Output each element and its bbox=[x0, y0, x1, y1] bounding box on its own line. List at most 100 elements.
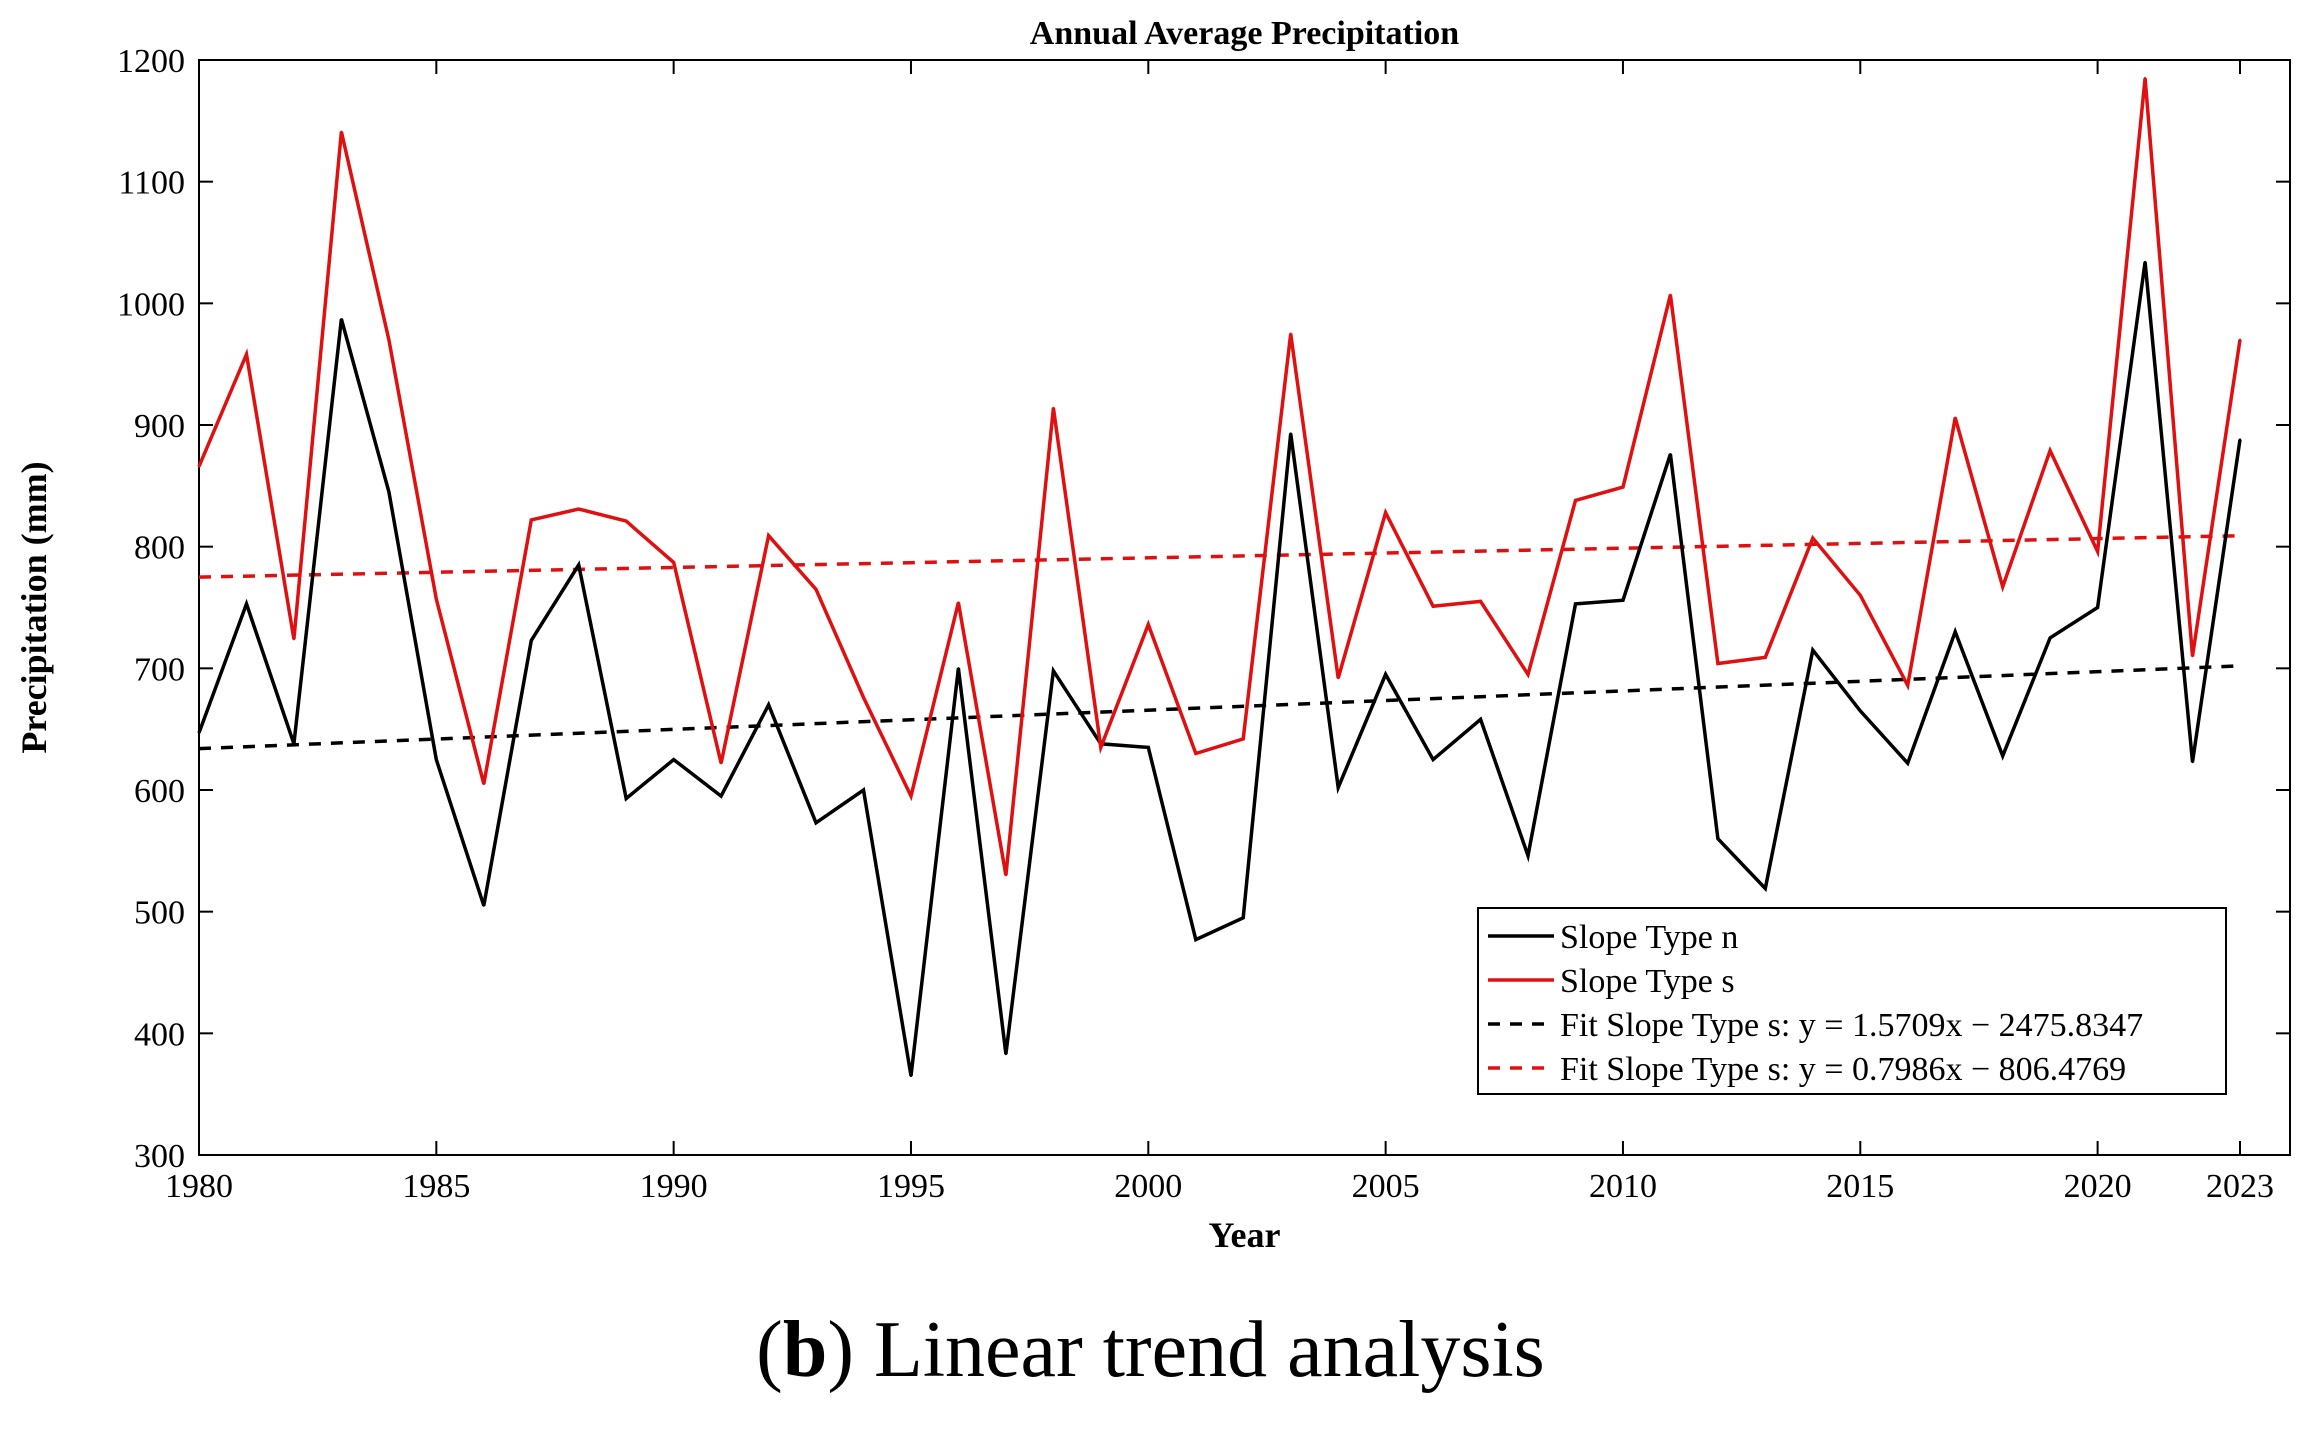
data-point bbox=[672, 758, 675, 761]
data-point bbox=[624, 797, 628, 800]
series-line-1 bbox=[197, 261, 2242, 1077]
data-point bbox=[340, 317, 343, 321]
x-tick-label: 2010 bbox=[1589, 1168, 1657, 1205]
y-tick-label: 1000 bbox=[117, 286, 185, 323]
data-point bbox=[530, 639, 533, 642]
fit-line-2 bbox=[198, 533, 2241, 579]
fit-line-1 bbox=[198, 664, 2241, 751]
data-point bbox=[482, 904, 485, 907]
x-tick-label: 2023 bbox=[2206, 1168, 2274, 1205]
data-point bbox=[1526, 673, 1530, 676]
data-point bbox=[387, 490, 391, 494]
data-point bbox=[719, 762, 723, 765]
data-point bbox=[2048, 636, 2052, 640]
data-point bbox=[2191, 654, 2194, 658]
y-tick-label: 800 bbox=[134, 530, 185, 567]
data-point bbox=[1621, 485, 1625, 489]
data-point bbox=[1384, 673, 1387, 676]
data-point bbox=[1764, 887, 1767, 890]
caption-text: ) Linear trend analysis bbox=[827, 1306, 1545, 1394]
legend: Slope Type n Slope Type s Fit Slope Type s… bbox=[1477, 907, 2227, 1095]
series-line-2 bbox=[197, 78, 2242, 876]
data-point bbox=[1716, 837, 1720, 840]
y-tick-label: 1200 bbox=[117, 43, 185, 80]
data-point bbox=[1574, 602, 1577, 606]
data-point bbox=[909, 794, 913, 798]
data-point bbox=[1194, 752, 1197, 755]
x-tick-label: 1995 bbox=[877, 1168, 945, 1205]
data-point bbox=[2048, 449, 2052, 452]
data-point bbox=[1052, 406, 1055, 410]
x-tick-label: 1990 bbox=[640, 1168, 708, 1205]
data-point bbox=[1716, 662, 1720, 665]
data-point bbox=[1431, 605, 1435, 608]
data-point bbox=[1621, 599, 1625, 602]
data-point bbox=[530, 518, 533, 522]
data-point bbox=[577, 507, 580, 511]
data-point bbox=[2096, 550, 2099, 553]
plot-frame bbox=[198, 59, 2291, 1156]
data-point bbox=[1052, 669, 1055, 672]
x-tick-label: 1985 bbox=[402, 1168, 470, 1205]
data-point bbox=[1147, 746, 1150, 749]
x-tick-label: 1980 bbox=[165, 1168, 233, 1205]
legend-label-4: Fit Slope Type s: y = 0.7986x − 806.4769 bbox=[1560, 1051, 2126, 1088]
data-point bbox=[1526, 854, 1530, 857]
y-tick-label: 300 bbox=[134, 1138, 185, 1175]
data-point bbox=[814, 821, 818, 825]
data-point bbox=[1574, 499, 1577, 502]
legend-label-2: Slope Type s bbox=[1560, 963, 1735, 1000]
x-tick-label: 2015 bbox=[1826, 1168, 1894, 1205]
data-point bbox=[1384, 511, 1387, 514]
data-point bbox=[1099, 746, 1103, 749]
data-point bbox=[1194, 938, 1197, 941]
data-point bbox=[862, 788, 865, 792]
chart-title: Annual Average Precipitation bbox=[1030, 15, 1459, 52]
data-point bbox=[1906, 762, 1909, 765]
data-point bbox=[1859, 594, 1862, 597]
data-point bbox=[1764, 656, 1767, 659]
legend-box bbox=[1477, 907, 2227, 1095]
y-tick-label: 400 bbox=[134, 1016, 185, 1053]
data-point bbox=[1906, 684, 1909, 687]
data-point bbox=[672, 561, 675, 564]
data-point bbox=[624, 519, 628, 523]
data-point bbox=[767, 703, 770, 707]
data-point bbox=[1954, 630, 1957, 634]
data-point bbox=[482, 782, 485, 786]
y-axis-label: Precipitation (mm) bbox=[14, 461, 54, 753]
data-point bbox=[1242, 916, 1245, 919]
x-tick-label: 2000 bbox=[1114, 1168, 1182, 1205]
data-point bbox=[2143, 260, 2147, 264]
legend-label-3: Fit Slope Type s: y = 1.5709x − 2475.834… bbox=[1560, 1007, 2143, 1044]
series-layer bbox=[197, 77, 2242, 1078]
data-point bbox=[577, 563, 580, 567]
data-point bbox=[197, 465, 201, 468]
data-point bbox=[2238, 438, 2242, 441]
data-point bbox=[245, 353, 248, 356]
data-point bbox=[245, 602, 248, 606]
data-point bbox=[1859, 709, 1862, 713]
y-tick-label: 500 bbox=[134, 895, 185, 932]
y-tick-label: 1100 bbox=[118, 165, 185, 202]
data-point bbox=[1479, 718, 1482, 721]
data-point bbox=[2143, 77, 2147, 80]
data-point bbox=[1811, 648, 1815, 652]
data-point bbox=[1289, 432, 1292, 435]
figure-caption: (b) Linear trend analysis bbox=[0, 1310, 2301, 1390]
data-point bbox=[387, 338, 391, 342]
x-axis-label: Year bbox=[1209, 1215, 1281, 1255]
data-point bbox=[767, 534, 770, 537]
y-tick-label: 700 bbox=[134, 651, 185, 688]
data-point bbox=[1004, 1052, 1008, 1056]
data-point bbox=[1954, 416, 1957, 419]
data-point bbox=[2001, 585, 2004, 589]
data-point bbox=[1289, 332, 1292, 335]
caption-letter: b bbox=[782, 1306, 828, 1394]
data-point bbox=[2001, 754, 2004, 758]
axes-layer: 300 400 500 600 700 800 900 1000 1100 1200 1980 198… bbox=[14, 15, 2291, 1255]
data-point bbox=[1431, 758, 1435, 761]
data-point bbox=[292, 742, 296, 745]
data-point bbox=[862, 696, 865, 699]
